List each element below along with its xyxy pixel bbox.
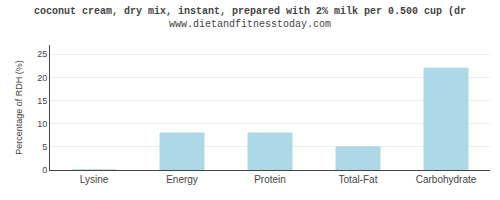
svg-text:20: 20 [37, 73, 47, 83]
svg-text:Lysine: Lysine [80, 174, 109, 185]
svg-text:Carbohydrate: Carbohydrate [416, 174, 477, 185]
svg-text:25: 25 [37, 49, 47, 59]
svg-text:Total-Fat: Total-Fat [339, 174, 378, 185]
svg-text:Protein: Protein [254, 174, 286, 185]
svg-text:5: 5 [42, 142, 47, 152]
svg-text:0: 0 [42, 165, 47, 175]
svg-text:coconut cream, dry mix, instan: coconut cream, dry mix, instant, prepare… [34, 6, 466, 30]
svg-text:10: 10 [37, 119, 47, 129]
svg-text:Energy: Energy [166, 174, 198, 185]
svg-text:Percentage of RDH (%): Percentage of RDH (%) [14, 60, 24, 155]
svg-text:15: 15 [37, 96, 47, 106]
